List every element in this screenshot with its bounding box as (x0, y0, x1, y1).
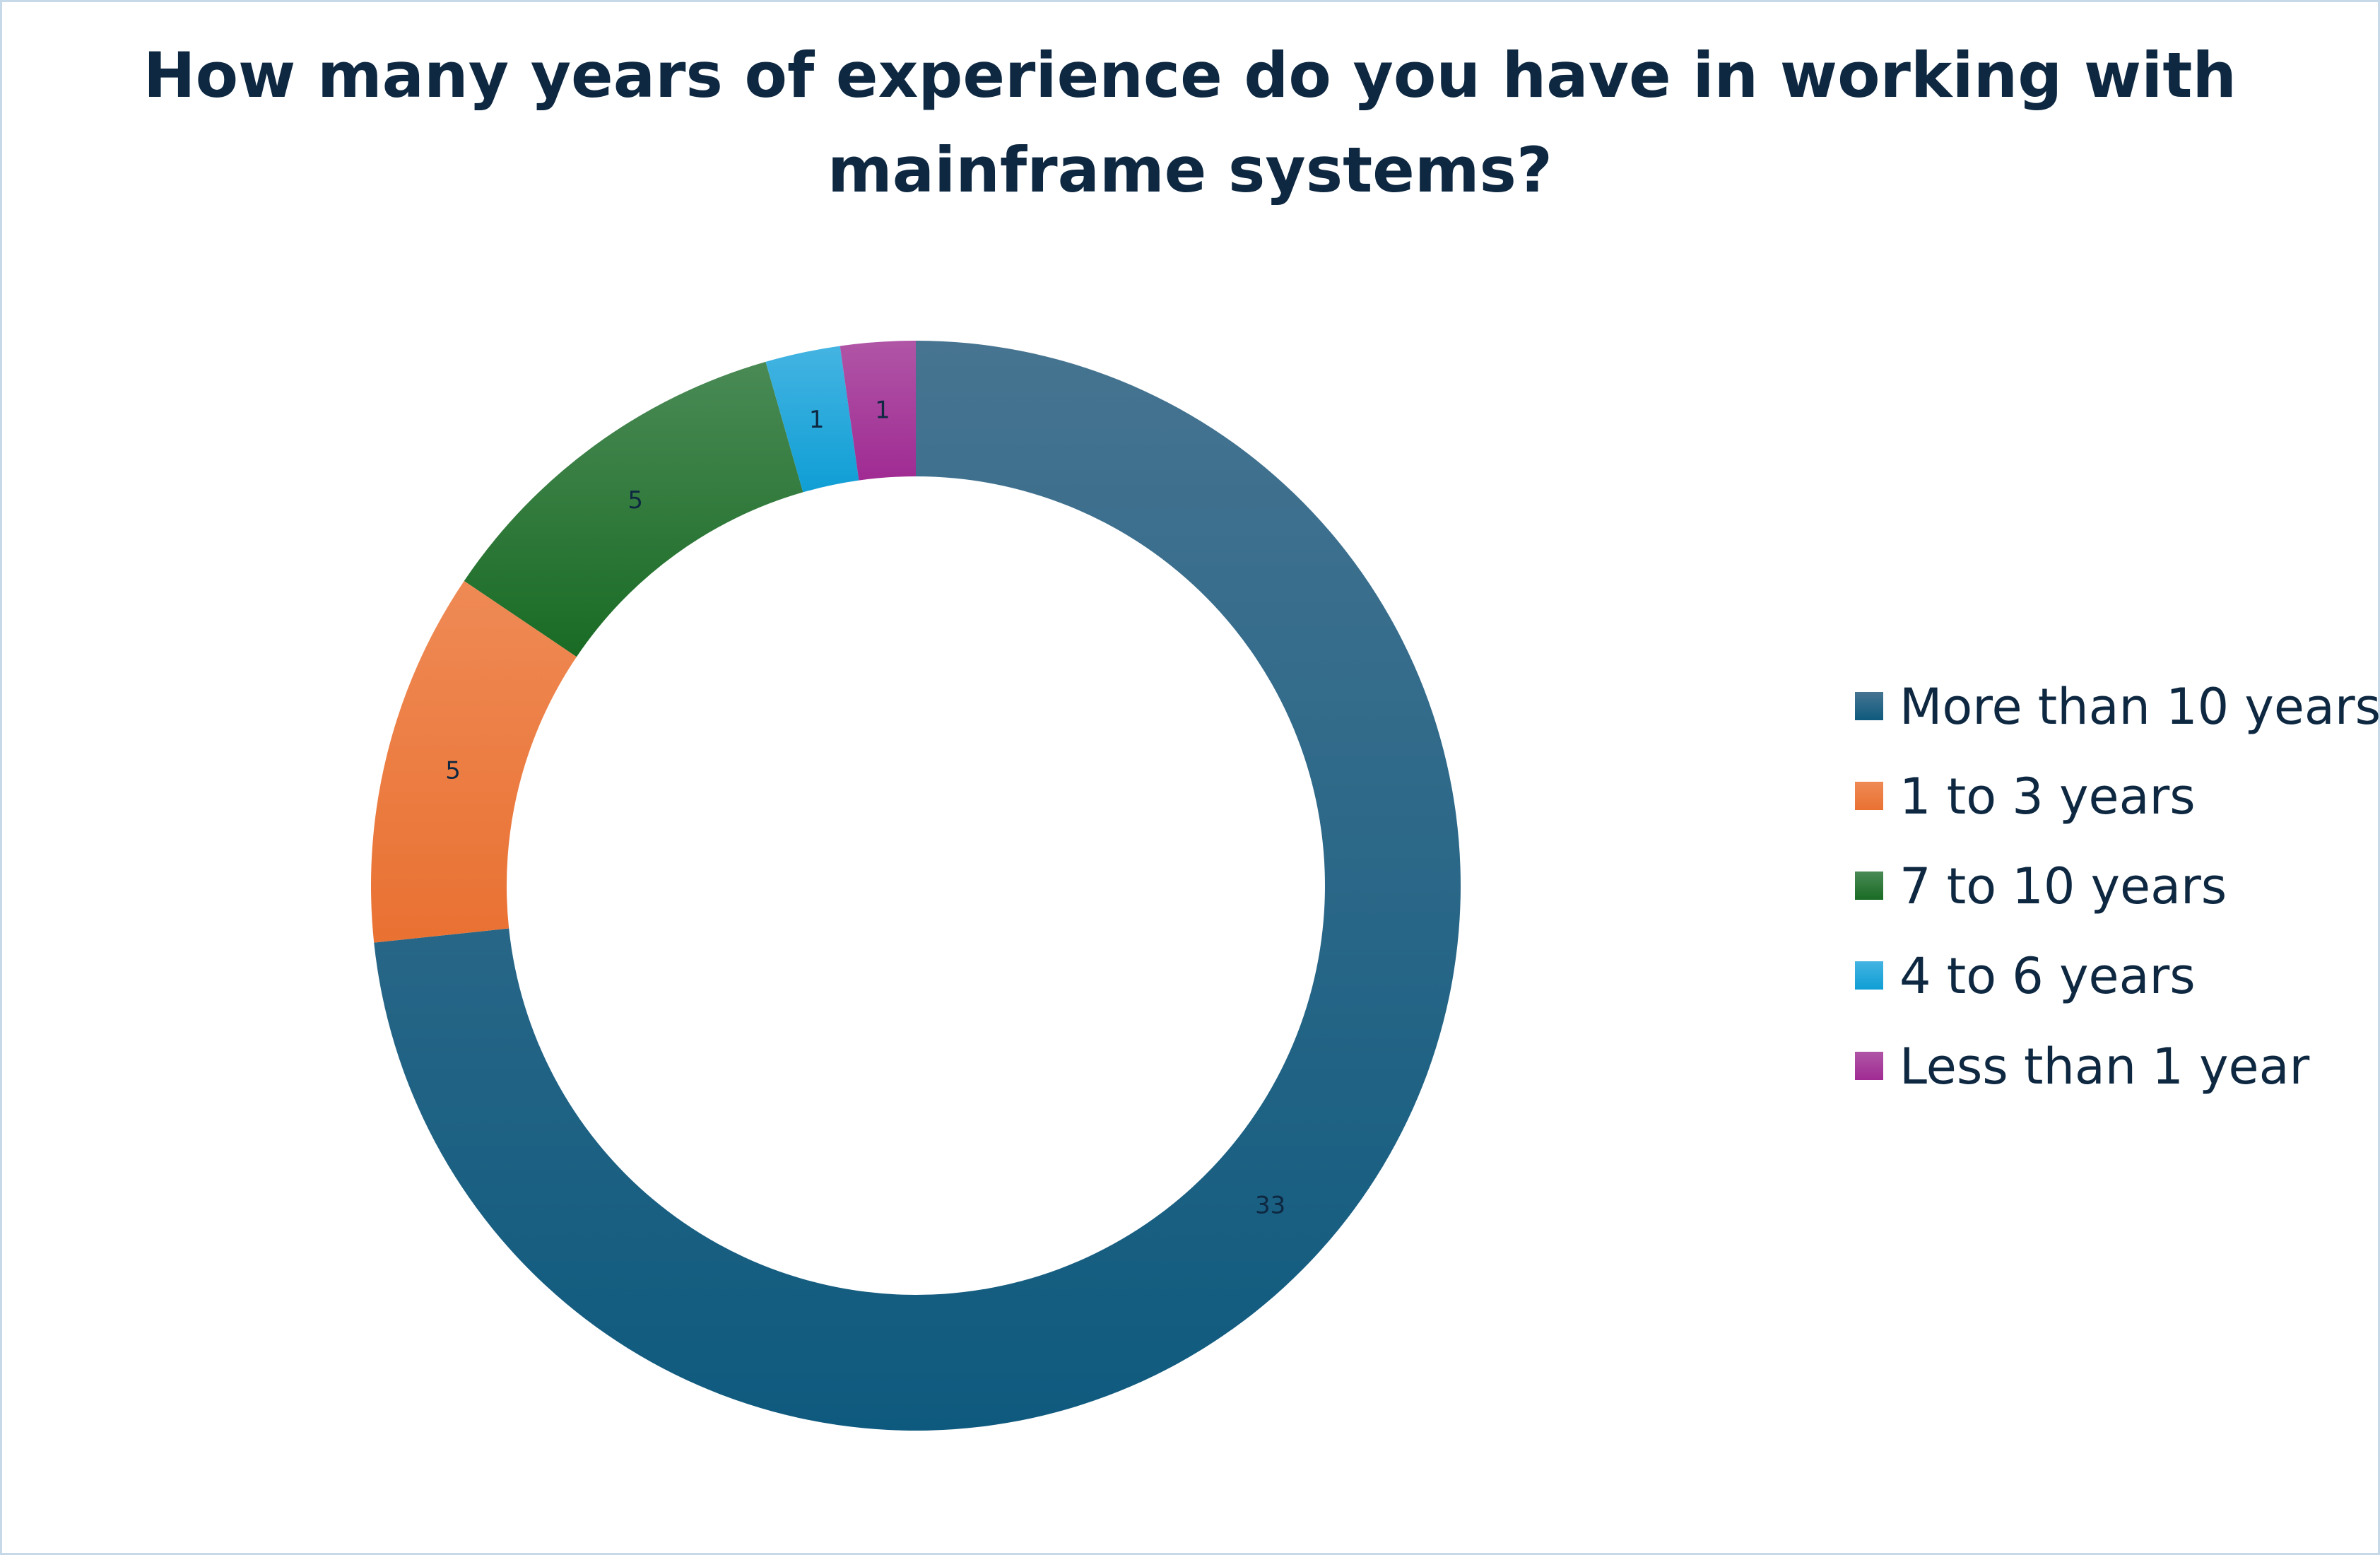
legend-swatch (1855, 872, 1883, 900)
slice-1-to-3-years (371, 580, 577, 943)
data-label: 5 (628, 486, 643, 515)
legend-swatch (1855, 1052, 1883, 1080)
legend-swatch (1855, 692, 1883, 720)
slice-7-to-10-years (464, 361, 803, 657)
data-label: 1 (809, 406, 825, 434)
slice-4-to-6-years (765, 346, 859, 493)
legend: More than 10 years 1 to 3 years 7 to 10 ye… (1855, 678, 2380, 1096)
data-label: 1 (875, 397, 890, 425)
data-labels: 33 5 5 1 1 (445, 397, 1285, 1220)
legend-label: 4 to 6 years (1899, 947, 2196, 1005)
legend-swatch (1855, 961, 1883, 990)
legend-label: 7 to 10 years (1899, 857, 2227, 915)
data-label: 5 (445, 757, 461, 785)
slice-less-than-1-year (840, 341, 916, 481)
legend-label: More than 10 years (1899, 678, 2380, 736)
legend-label: Less than 1 year (1899, 1038, 2310, 1096)
legend-label: 1 to 3 years (1899, 768, 2196, 826)
chart-title-line-2: mainframe systems? (827, 134, 1553, 206)
data-label: 33 (1255, 1192, 1285, 1220)
donut-slices (371, 341, 1461, 1431)
legend-swatch (1855, 782, 1883, 810)
chart-title-line-1: How many years of experience do you have… (143, 39, 2237, 112)
